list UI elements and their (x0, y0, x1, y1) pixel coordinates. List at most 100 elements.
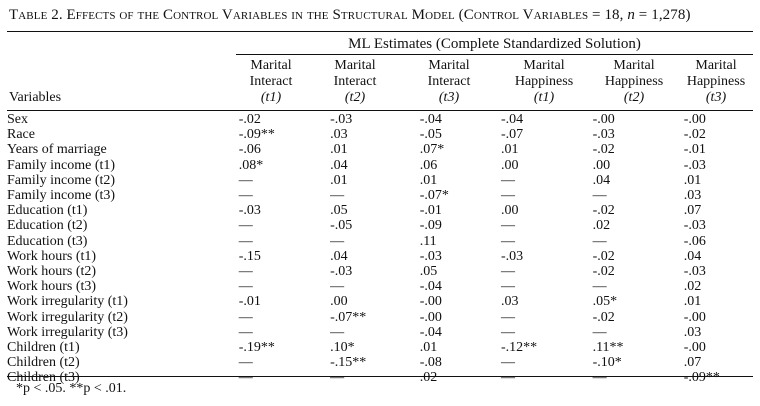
spanner-heading: ML Estimates (Complete Standardized Solu… (348, 36, 641, 52)
table-cell: — (592, 324, 607, 340)
table-cell: .07 (683, 355, 702, 371)
results-table: Sex -.02 -.03 -.04 -.04 -.00 -.00 Race -.09** .03… (7, 112, 760, 386)
row-label: Family income (t2) (7, 172, 116, 188)
table-cell: -.01 (238, 294, 261, 310)
table-cell: -.03 (501, 248, 524, 264)
table-cell: .01 (683, 294, 702, 310)
table-cell: — (238, 172, 253, 188)
row-label: Sex (7, 112, 28, 127)
table-cell: -.04 (419, 324, 442, 340)
table-cell: — (330, 279, 345, 295)
table-row: Race -.09** .03 -.05 -.07 -.03 -.02 (7, 127, 760, 142)
table-row: Education (t3) — — .11 — — -.06 (7, 234, 760, 249)
table-cell: — (501, 309, 516, 325)
row-label: Family income (t1) (7, 157, 116, 173)
row-label: Children (t3) (7, 370, 80, 386)
row-label: Work irregularity (t3) (7, 324, 128, 340)
table-cell: — (501, 233, 516, 249)
table-row: Work irregularity (t1) -.01 .00 -.00 .03 .05*… (7, 294, 760, 309)
table-cell: — (592, 370, 607, 386)
top-rule (7, 31, 753, 32)
table-row: Family income (t2) — .01 .01 — .04 .01 (7, 173, 760, 188)
table-title-main: Effects of the Control Variables in the … (66, 7, 628, 23)
table-cell: .04 (330, 248, 348, 264)
table-cell: .02 (683, 279, 702, 295)
variables-header: Variables (9, 90, 62, 105)
table-cell: .04 (592, 172, 611, 188)
table-cell: .01 (419, 340, 438, 356)
row-label: Work hours (t1) (7, 248, 97, 264)
table-cell: — (238, 355, 253, 371)
table-row: Education (t1) -.03 .05 -.01 .00 -.02 .07 (7, 203, 760, 218)
column-header-4: Marital Happiness (t1) (514, 58, 574, 105)
table-cell: .04 (330, 157, 348, 173)
table-cell: — (501, 218, 516, 234)
table-cell: .03 (501, 294, 519, 310)
bottom-rule (7, 376, 753, 377)
row-label: Work hours (t3) (7, 279, 97, 295)
column-header-5: Marital Happiness (t2) (604, 58, 664, 105)
table-cell: — (501, 172, 516, 188)
table-cell: -.03 (683, 157, 706, 173)
table-cell: — (238, 188, 253, 204)
table-cell: -.03 (592, 127, 615, 143)
table-cell: -.05 (330, 218, 353, 234)
table-cell: .03 (683, 188, 702, 204)
table-cell: — (501, 188, 516, 204)
table-cell: — (238, 309, 253, 325)
table-row: Work irregularity (t3) — — -.04 — — .03 (7, 325, 760, 340)
table-cell: -.12** (501, 340, 538, 356)
row-label: Work irregularity (t2) (7, 309, 128, 325)
table-cell: -.03 (419, 248, 442, 264)
table-cell: -.02 (592, 203, 615, 219)
table-row: Education (t2) — -.05 -.09 — .02 -.03 (7, 218, 760, 233)
table-row: Children (t1) -.19** .10* .01 -.12** .11** -.0… (7, 340, 760, 355)
table-cell: -.07 (501, 127, 524, 143)
table-cell: -.01 (419, 203, 442, 219)
row-label: Education (t3) (7, 233, 88, 249)
table-cell: -.08 (419, 355, 442, 371)
table-cell: -.15 (238, 248, 261, 264)
table-cell: -.00 (419, 294, 442, 310)
table-cell: -.09** (683, 370, 720, 386)
table-cell: -.00 (592, 112, 615, 127)
table-footnote: *p < .05. **p < .01. (16, 381, 127, 396)
table-cell: -.02 (683, 127, 706, 143)
table-cell: -.04 (501, 112, 524, 127)
table-cell: .01 (501, 142, 519, 158)
table-cell: -.04 (419, 279, 442, 295)
table-cell: — (238, 324, 253, 340)
column-header-6: Marital Happiness (t3) (686, 58, 746, 105)
table-cell: — (592, 233, 607, 249)
table-cell: -.00 (683, 340, 706, 356)
table-cell: -.03 (330, 264, 353, 280)
table-cell: .01 (683, 172, 702, 188)
table-cell: .08* (238, 157, 264, 173)
table-cell: -.06 (238, 142, 261, 158)
table-row: Work hours (t1) -.15 .04 -.03 -.03 -.02 .04 (7, 249, 760, 264)
table-cell: .01 (330, 142, 348, 158)
table-cell: -.02 (592, 309, 615, 325)
table-cell: -.03 (683, 218, 706, 234)
table-cell: -.07* (419, 188, 449, 204)
table-row: Work irregularity (t2) — -.07** -.00 — -.02 -.… (7, 310, 760, 325)
table-cell: -.04 (419, 112, 442, 127)
row-label: Children (t2) (7, 355, 80, 371)
table-cell: — (238, 370, 253, 386)
table-cell: -.00 (683, 112, 706, 127)
table-row: Children (t3) — — .02 — — -.09** (7, 370, 760, 385)
table-cell: -.03 (238, 203, 261, 219)
table-cell: .07* (419, 142, 445, 158)
table-cell: — (238, 279, 253, 295)
table-cell: .06 (419, 157, 438, 173)
row-label: Race (7, 127, 35, 143)
table-cell: .00 (592, 157, 611, 173)
table-cell: -.15** (330, 355, 367, 371)
table-cell: .05 (419, 264, 438, 280)
table-cell: .00 (501, 157, 519, 173)
table-cell: .05* (592, 294, 618, 310)
row-label: Education (t2) (7, 218, 88, 234)
table-cell: .07 (683, 203, 702, 219)
table-cell: .00 (501, 203, 519, 219)
